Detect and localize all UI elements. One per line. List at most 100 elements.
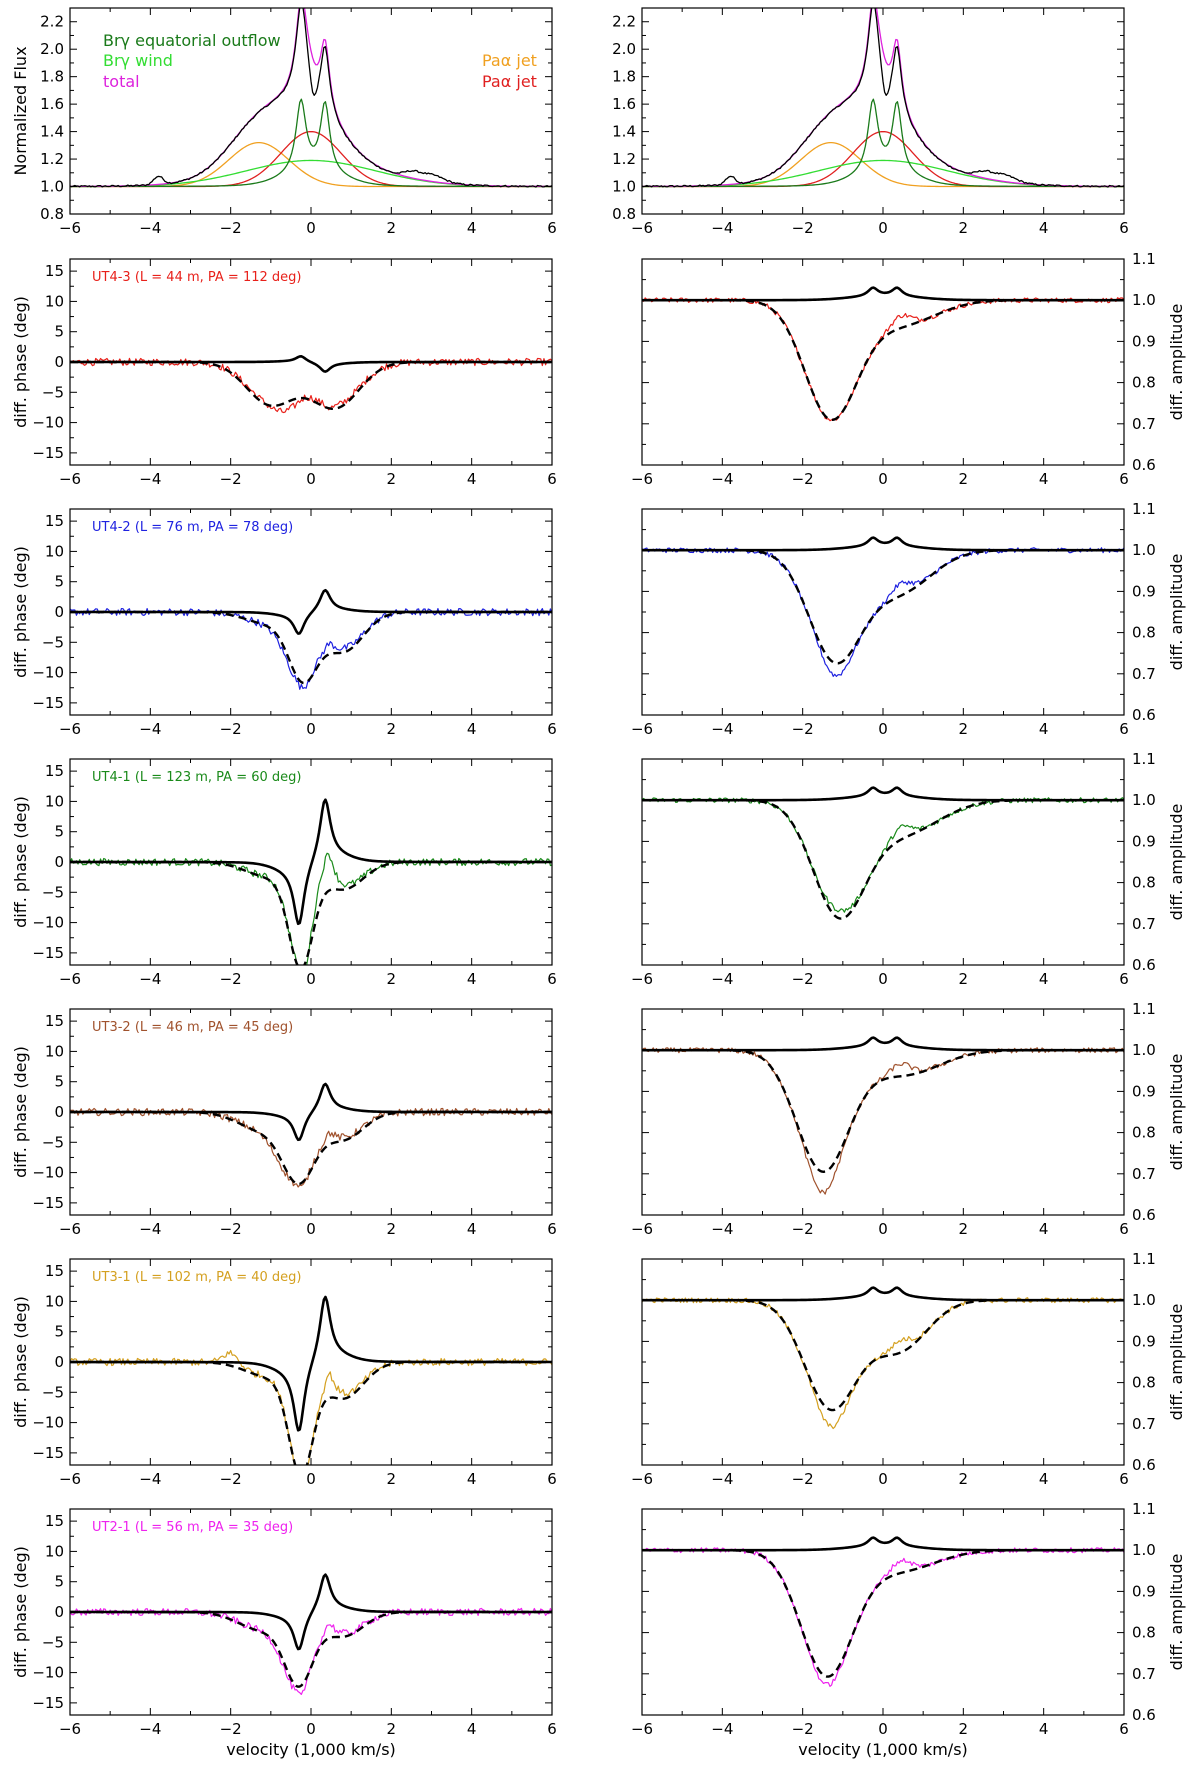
- plot-area: [70, 1573, 552, 1696]
- x-tick-label: 6: [547, 1470, 557, 1488]
- x-tick-label: −6: [59, 219, 81, 237]
- legend-pa-jet-red: Paα jet: [482, 72, 537, 91]
- x-tick-label: −4: [139, 1720, 161, 1738]
- y-tick-label: 1.8: [612, 68, 636, 86]
- x-tick-label: 2: [387, 720, 397, 738]
- line-pa-jet-red: [642, 130, 1124, 188]
- plot-area: [70, 8, 552, 188]
- phase-panel-3: −6 −4 −2 0 2 4 6 −15 −10 −5 0 5 10 15 diff. phase (deg…: [11, 758, 557, 988]
- x-tick-label: 4: [1039, 219, 1049, 237]
- axes-frame: [641, 1508, 1125, 1716]
- x-tick-label: 6: [547, 219, 557, 237]
- legend-br-equatorial-outflow: Brγ equatorial outflow: [103, 31, 281, 50]
- y-axis-label: diff. amplitude: [1167, 554, 1186, 671]
- y-axis-label: diff. phase (deg): [11, 1546, 30, 1678]
- y-tick-label: 1.2: [40, 150, 64, 168]
- y-tick-label: 0.6: [1132, 1706, 1156, 1724]
- x-tick-label: −2: [792, 219, 814, 237]
- y-tick-label: 1.1: [1132, 250, 1156, 268]
- x-tick-label: −2: [220, 1720, 242, 1738]
- y-tick-label: −5: [42, 1383, 64, 1401]
- y-tick-label: 0.9: [1132, 1082, 1156, 1100]
- x-tick-label: 6: [547, 970, 557, 988]
- x-tick-label: 4: [467, 1720, 477, 1738]
- y-tick-label: 10: [45, 1292, 64, 1310]
- y-axis-label: diff. phase (deg): [11, 296, 30, 428]
- x-tick-label: −2: [792, 1720, 814, 1738]
- phase-panel-4: −6 −4 −2 0 2 4 6 −15 −10 −5 0 5 10 15 diff. phase (deg…: [11, 1008, 557, 1238]
- x-tick-label: −2: [220, 970, 242, 988]
- line-model-phase: [70, 1295, 552, 1432]
- y-tick-label: 0.8: [1132, 874, 1156, 892]
- y-axis-label: Normalized Flux: [11, 46, 30, 175]
- x-tick-label: 0: [306, 720, 316, 738]
- x-tick-label: 0: [306, 1470, 316, 1488]
- x-tick-label: 2: [959, 1720, 969, 1738]
- y-tick-label: 1.0: [1132, 791, 1156, 809]
- line-br-equatorial-outflow: [642, 98, 1124, 188]
- y-tick-label: 15: [45, 1512, 64, 1530]
- line-observed-flux: [642, 8, 1124, 188]
- x-tick-label: −4: [139, 1470, 161, 1488]
- x-tick-label: 6: [547, 1720, 557, 1738]
- x-tick-label: 2: [387, 1470, 397, 1488]
- x-tick-label: −6: [631, 219, 653, 237]
- line-observed-amplitude: [642, 297, 1124, 422]
- x-tick-label: −6: [631, 1220, 653, 1238]
- y-tick-label: 1.1: [1132, 750, 1156, 768]
- y-axis-label: diff. amplitude: [1167, 304, 1186, 421]
- y-tick-label: 0.6: [1132, 1206, 1156, 1224]
- y-tick-label: 5: [54, 1573, 64, 1591]
- y-tick-label: 1.0: [1132, 1041, 1156, 1059]
- line-observed-phase: [70, 357, 552, 414]
- legend-br-wind: Brγ wind: [103, 51, 173, 70]
- y-tick-label: −15: [32, 444, 64, 462]
- y-tick-label: 0.8: [40, 205, 64, 223]
- line-observed-phase: [70, 1607, 552, 1696]
- line-dashed-model-amplitude: [642, 549, 1124, 665]
- plot-area: [642, 536, 1124, 677]
- line-dashed-model-amplitude: [642, 1549, 1124, 1678]
- x-tick-label: 2: [959, 1220, 969, 1238]
- x-tick-label: −2: [792, 720, 814, 738]
- y-tick-label: 15: [45, 1262, 64, 1280]
- x-tick-label: −4: [139, 1220, 161, 1238]
- y-tick-label: 15: [45, 512, 64, 530]
- x-tick-label: 0: [878, 1470, 888, 1488]
- y-tick-label: 0.8: [1132, 624, 1156, 642]
- line-dashed-model-phase: [70, 1110, 552, 1186]
- x-tick-label: −6: [631, 720, 653, 738]
- line-dashed-model-amplitude: [642, 1299, 1124, 1412]
- y-tick-label: 0: [54, 1353, 64, 1371]
- baseline-label: UT4-1 (L = 123 m, PA = 60 deg): [92, 770, 301, 785]
- baseline-label: UT3-1 (L = 102 m, PA = 40 deg): [92, 1270, 301, 1285]
- line-dashed-model-phase: [70, 860, 552, 965]
- line-observed-amplitude: [642, 547, 1124, 677]
- y-tick-label: 0.6: [1132, 956, 1156, 974]
- y-tick-label: 1.0: [1132, 291, 1156, 309]
- y-tick-label: 0.7: [1132, 1415, 1156, 1433]
- plot-area: [642, 286, 1124, 422]
- line-br-equatorial-outflow: [70, 98, 552, 188]
- x-tick-label: 0: [306, 970, 316, 988]
- y-tick-label: 15: [45, 262, 64, 280]
- y-tick-label: 10: [45, 1542, 64, 1560]
- x-tick-label: −4: [139, 219, 161, 237]
- line-dashed-model-phase: [70, 610, 552, 685]
- x-tick-label: −4: [711, 470, 733, 488]
- x-tick-label: −2: [792, 470, 814, 488]
- line-dashed-model-phase: [70, 1610, 552, 1688]
- x-tick-label: −6: [59, 970, 81, 988]
- x-tick-label: −4: [711, 970, 733, 988]
- x-tick-label: 6: [547, 470, 557, 488]
- x-tick-label: 0: [306, 470, 316, 488]
- y-tick-label: 0.7: [1132, 1165, 1156, 1183]
- x-tick-label: 2: [387, 970, 397, 988]
- line-dashed-model-amplitude: [642, 799, 1124, 920]
- baseline-label: UT4-3 (L = 44 m, PA = 112 deg): [92, 270, 301, 285]
- y-tick-label: −15: [32, 1194, 64, 1212]
- x-tick-label: 0: [878, 720, 888, 738]
- y-tick-label: 0: [54, 1103, 64, 1121]
- line-br-wind: [642, 159, 1124, 188]
